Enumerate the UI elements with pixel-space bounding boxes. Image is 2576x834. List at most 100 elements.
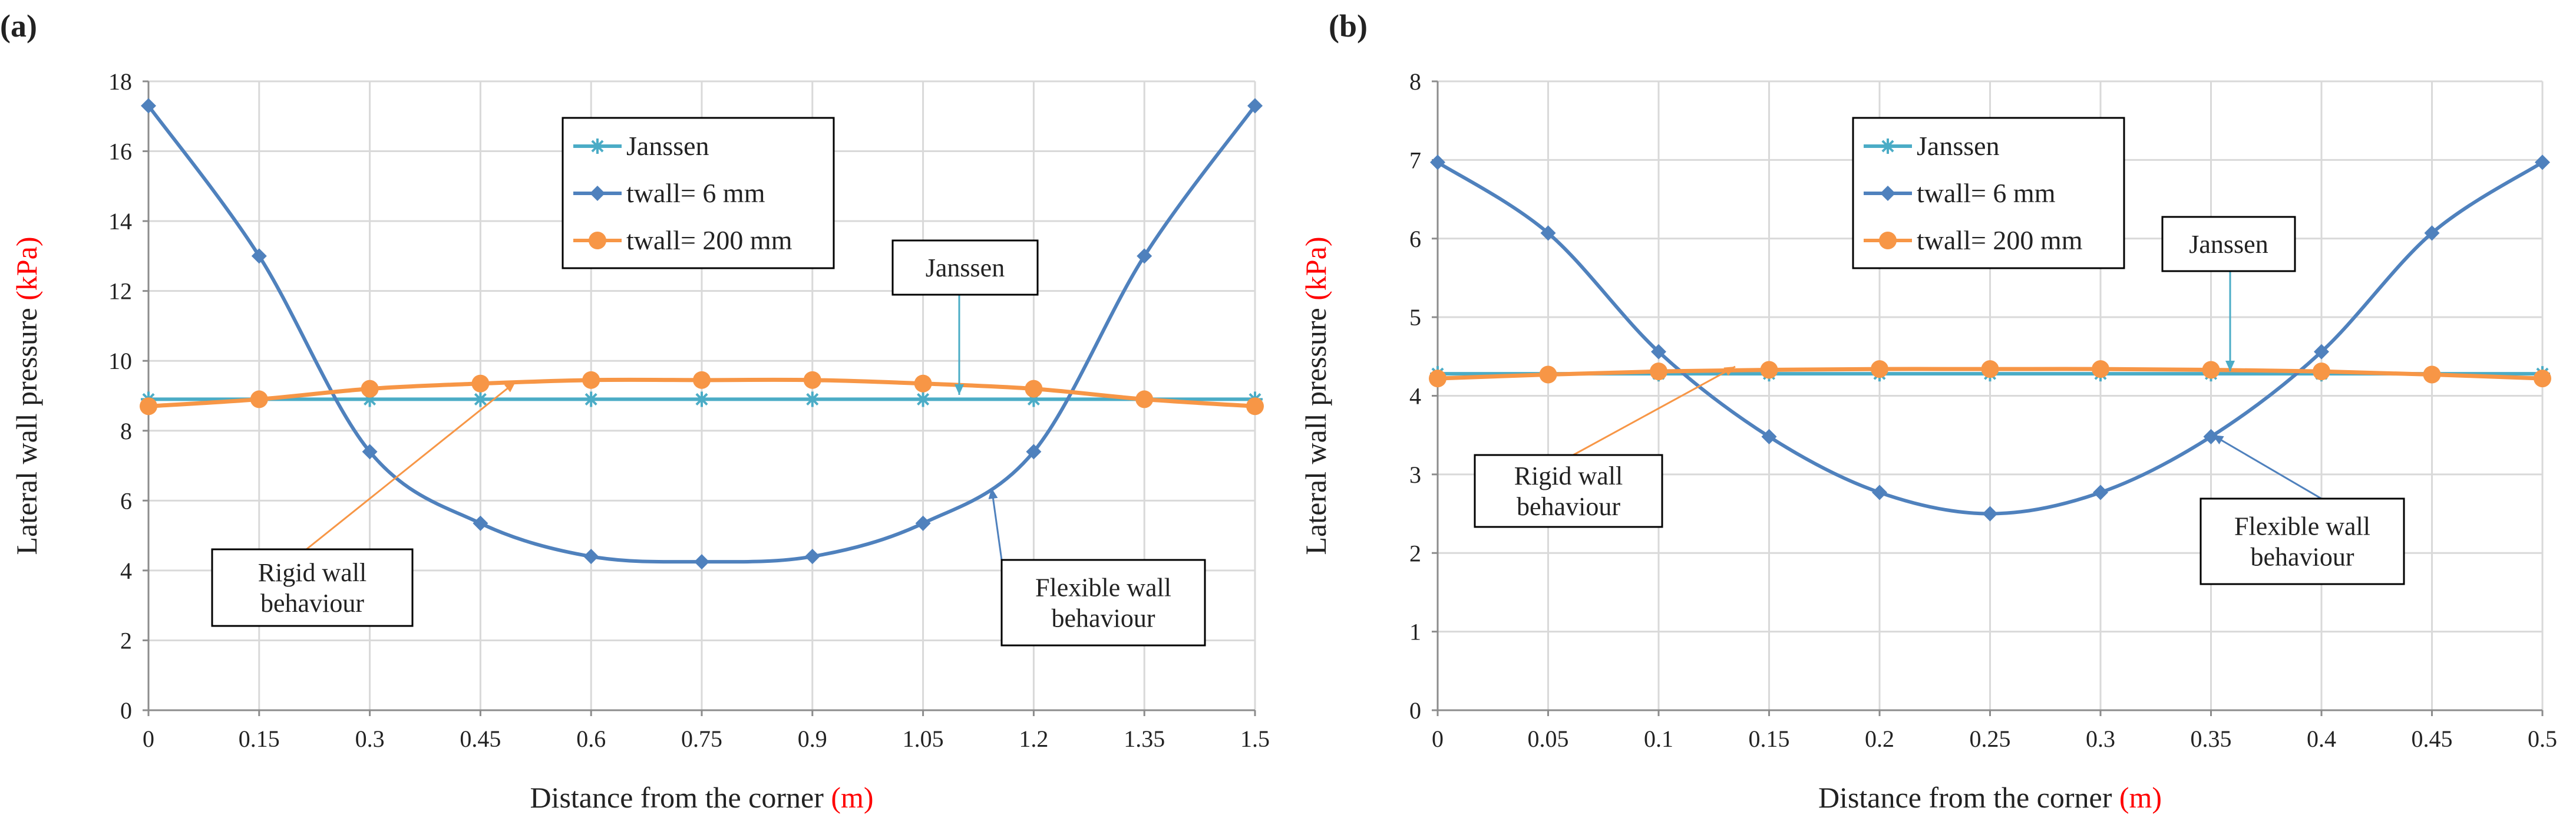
panel-label: (a) (0, 8, 37, 44)
thick-point (250, 390, 268, 408)
callout-box (1000, 559, 1206, 647)
series-thin (1430, 154, 2550, 522)
x-tick-label: 0.9 (798, 726, 827, 752)
x-tick-label: 0.6 (576, 726, 606, 752)
janssen-point (583, 391, 599, 407)
x-tick-label: 0.35 (2191, 726, 2232, 752)
thin-point (2424, 225, 2440, 241)
chart-b: (b) 0 1 2 3 4 5 6 7 8 0 0.05 0.1 0.15 0.2 0.25 0.3 0.35 0.… (1299, 8, 2557, 814)
thick-point (1135, 390, 1154, 408)
series-thin (141, 98, 1263, 570)
x-tick-label: 0.25 (1970, 726, 2011, 752)
y-axis-title-unit: (kPa) (10, 236, 43, 300)
annotation-callout: Janssen (891, 239, 1039, 395)
y-tick-label: 14 (108, 208, 132, 235)
callout-text: behaviour (260, 589, 364, 618)
legend: Janssen twall= 6 mm twall= 200 mm (562, 117, 835, 269)
annotation-callout: Janssen (2161, 216, 2296, 371)
thin-point (804, 549, 820, 565)
thick-point (1871, 360, 1888, 378)
legend-marker-thick (1879, 232, 1897, 249)
callout-text: behaviour (2251, 543, 2354, 572)
callout-arrowhead (988, 488, 998, 499)
y-tick-label: 2 (1409, 540, 1421, 566)
thin-point (141, 98, 156, 114)
callout-arrowhead (1723, 367, 1735, 376)
legend-label: twall= 200 mm (626, 225, 792, 255)
y-tick-label: 6 (120, 487, 132, 514)
callout-text: behaviour (1517, 492, 1620, 521)
legend-marker-thin (1880, 186, 1895, 201)
x-tick-label: 0 (1432, 726, 1444, 752)
x-axis-title-unit: (m) (831, 781, 873, 814)
callout-leader (306, 381, 516, 550)
callout-text: behaviour (1052, 604, 1155, 633)
x-tick-label: 0.75 (681, 726, 722, 752)
callout-text: Janssen (926, 253, 1005, 282)
callout-text: Rigid wall (1514, 461, 1623, 490)
x-tick-label: 0.15 (1749, 726, 1790, 752)
legend-entry-thin: twall= 6 mm (1864, 178, 2056, 208)
thick-point (1246, 397, 1264, 416)
thick-point (1429, 370, 1446, 388)
y-tick-label: 3 (1409, 461, 1421, 488)
janssen-point (915, 391, 931, 407)
callout-leader (2212, 434, 2322, 500)
callout-text: Janssen (2189, 230, 2268, 259)
thick-point (693, 371, 711, 389)
series-thick (140, 371, 1264, 416)
x-axis-title: Distance from the corner (m) (1818, 781, 2162, 814)
series-thick (1429, 360, 2551, 388)
x-tick-label: 1.05 (903, 726, 944, 752)
y-tick-label: 8 (1409, 68, 1421, 95)
thick-point (1539, 365, 1557, 384)
thin-point (2203, 428, 2219, 444)
thin-point (1026, 444, 1042, 460)
thick-point (140, 397, 157, 416)
legend-marker-thin (590, 186, 605, 201)
callout-text: Flexible wall (2234, 512, 2370, 541)
callout-text: Flexible wall (1035, 573, 1171, 602)
thin-point (2535, 154, 2550, 170)
x-tick-label: 0.45 (2412, 726, 2453, 752)
legend-marker-janssen (1880, 139, 1895, 154)
thin-point (362, 444, 378, 460)
thick-point (803, 371, 821, 389)
thin-point (1761, 428, 1777, 444)
thick-point (2423, 365, 2441, 384)
legend-marker-thick (589, 232, 606, 249)
callout-box (2199, 497, 2405, 585)
y-tick-label: 16 (108, 139, 132, 165)
y-axis-title: Lateral wall pressure (kPa) (10, 236, 43, 555)
callout-arrowhead (955, 384, 964, 395)
thick-point (1981, 360, 1999, 378)
x-tick-label: 0.2 (1865, 726, 1894, 752)
y-tick-label: 2 (120, 627, 132, 654)
legend-label: Janssen (626, 131, 709, 161)
thick-point (2313, 362, 2330, 381)
callout-arrowhead (2225, 361, 2235, 371)
y-tick-label: 4 (120, 558, 132, 584)
legend-entry-thick: twall= 200 mm (1864, 225, 2083, 255)
y-tick-label: 6 (1409, 226, 1421, 252)
thin-point (1430, 154, 1445, 170)
x-tick-label: 1.5 (1240, 726, 1270, 752)
thin-point (915, 515, 931, 531)
thin-point (1651, 344, 1666, 360)
y-axis-title-main: Lateral wall pressure (10, 301, 43, 555)
thick-point (914, 374, 932, 393)
y-tick-label: 4 (1409, 383, 1421, 410)
x-tick-label: 0.3 (355, 726, 385, 752)
callout-arrowhead (504, 382, 516, 393)
thin-point (583, 549, 599, 565)
janssen-point (694, 391, 709, 407)
thin-point (1247, 98, 1263, 114)
thick-point (582, 371, 600, 389)
thick-point (361, 380, 379, 398)
x-tick-label: 1.2 (1019, 726, 1048, 752)
legend: Janssen twall= 6 mm twall= 200 mm (1852, 117, 2125, 269)
y-axis-title-unit: (kPa) (1299, 236, 1332, 300)
y-tick-label: 12 (108, 278, 132, 305)
